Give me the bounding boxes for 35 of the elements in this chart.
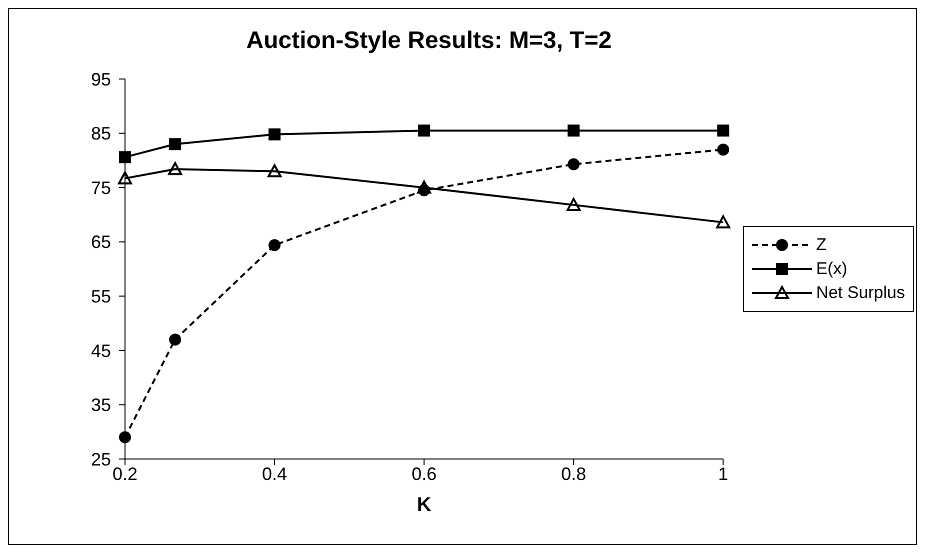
point — [418, 124, 430, 137]
y-tick-label: 55 — [90, 286, 111, 307]
x-axis-title: K — [416, 494, 432, 516]
x-tick-label: 0.4 — [262, 464, 288, 484]
point — [568, 158, 580, 170]
point — [268, 128, 281, 140]
legend-label: Net Surplus — [816, 283, 905, 303]
legend-label: E(x) — [816, 259, 848, 279]
point — [119, 151, 131, 164]
legend-label: Z — [816, 235, 827, 255]
point — [568, 124, 580, 137]
point — [169, 138, 182, 150]
y-tick-label: 95 — [90, 69, 111, 90]
point — [566, 198, 581, 211]
point — [717, 144, 730, 156]
point — [118, 171, 132, 184]
point — [268, 164, 282, 178]
y-tick-label: 25 — [90, 449, 111, 470]
x-tick-label: 0.2 — [112, 464, 138, 484]
y-tick-label: 85 — [90, 124, 111, 144]
y-tick-label: 65 — [90, 232, 111, 252]
y-tick-label: 35 — [90, 395, 111, 416]
x-tick-label: 0.8 — [561, 464, 586, 484]
point — [119, 431, 131, 444]
point — [716, 215, 730, 228]
point — [169, 334, 182, 346]
point — [268, 239, 281, 252]
point — [168, 162, 182, 176]
x-tick-label: 0.6 — [412, 464, 437, 484]
point — [417, 180, 432, 194]
point — [717, 124, 730, 137]
chart-title: Auction-Style Results: M=3, T=2 — [245, 27, 613, 55]
y-tick-label: 75 — [90, 178, 111, 198]
y-tick-label: 45 — [90, 340, 111, 361]
x-tick-label: 1 — [718, 464, 728, 484]
